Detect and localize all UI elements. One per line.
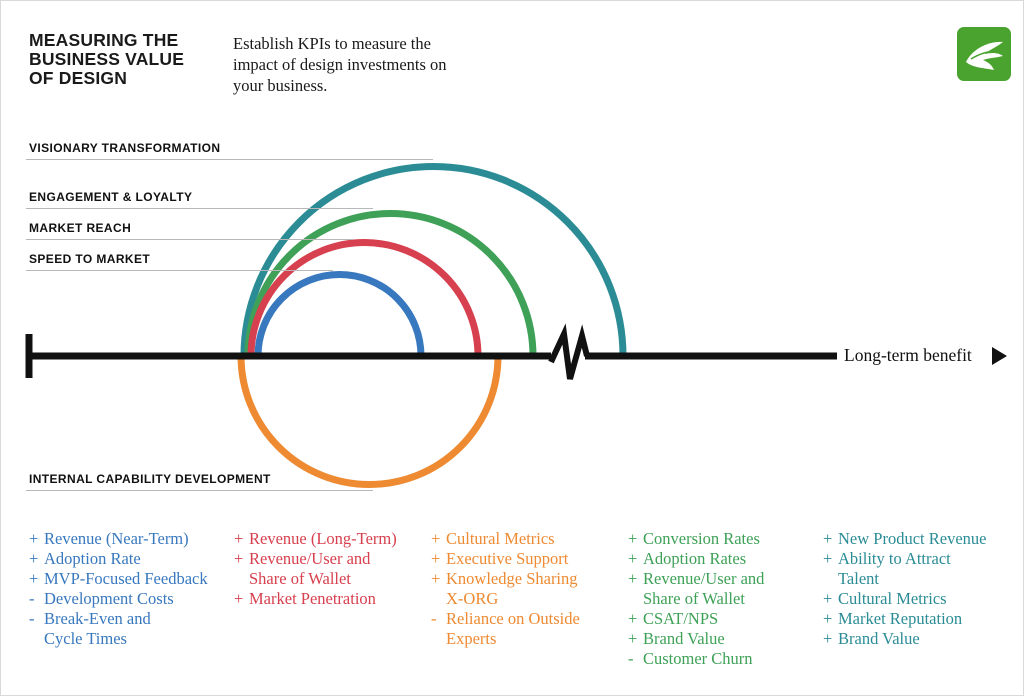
frog-logo-icon [957,27,1011,81]
kpi-text: Market Penetration [249,589,376,608]
kpi-text: Cultural Metrics [446,529,555,548]
kpi-column-engagement-loyalty: + Conversion Rates + Adoption Rates + Re… [628,529,818,669]
arc-internal-capability [237,355,502,488]
kpi-sign: + [29,569,39,588]
kpi-item: + Revenue/User and Share of Wallet [628,569,818,609]
kpi-text: CSAT/NPS [643,609,719,628]
page-title-line: BUSINESS VALUE [29,49,185,69]
kpi-text: Customer Churn [643,649,753,668]
kpi-text: Adoption Rates [643,549,747,568]
kpi-sign: - [431,609,437,628]
kpi-column-speed-to-market: + Revenue (Near-Term) + Adoption Rate + … [29,529,227,649]
kpi-item: + Knowledge Sharing X-ORG [431,569,617,609]
kpi-item: + Brand Value [628,629,818,649]
kpi-item: + Market Reputation [823,609,1013,629]
kpi-item: - Reliance on Outside Experts [431,609,617,649]
kpi-item: + Adoption Rate [29,549,227,569]
kpi-sign: - [628,649,634,668]
kpi-item: + CSAT/NPS [628,609,818,629]
kpi-text: Cultural Metrics [838,589,947,608]
kpi-sign: + [823,609,833,628]
kpi-sign: + [234,549,244,568]
kpi-text: MVP-Focused Feedback [44,569,208,588]
kpi-sign: + [823,549,833,568]
kpi-item: - Customer Churn [628,649,818,669]
page-subtitle: Establish KPIs to measure the impact of … [233,34,447,95]
frog-logo [957,27,1011,81]
kpi-sign: - [29,609,35,628]
arc-label-visionary-transformation: VISIONARY TRANSFORMATION [26,141,433,160]
page-title: MEASURING THE BUSINESS VALUE OF DESIGN [29,31,184,88]
kpi-text: Ability to Attract Talent [838,549,951,588]
kpi-item: + Cultural Metrics [823,589,1013,609]
kpi-text: Break-Even and Cycle Times [44,609,151,648]
kpi-sign: + [628,529,638,548]
kpi-item: + Revenue (Near-Term) [29,529,227,549]
kpi-sign: + [823,529,833,548]
kpi-sign: + [628,609,638,628]
arc-market-reach [247,239,482,357]
kpi-sign: + [823,629,833,648]
kpi-sign: + [234,589,244,608]
kpi-column-market-reach: + Revenue (Long-Term) + Revenue/User and… [234,529,430,609]
kpi-text: Brand Value [838,629,920,648]
kpi-text: Adoption Rate [44,549,141,568]
kpi-column-visionary-transformation: + New Product Revenue + Ability to Attra… [823,529,1013,649]
kpi-item: + MVP-Focused Feedback [29,569,227,589]
kpi-text: Brand Value [643,629,725,648]
kpi-item: + Conversion Rates [628,529,818,549]
kpi-sign: + [823,589,833,608]
kpi-item: + Revenue (Long-Term) [234,529,430,549]
kpi-text: Revenue (Long-Term) [249,529,397,548]
kpi-item: + New Product Revenue [823,529,1013,549]
page-title-line: OF DESIGN [29,68,128,88]
kpi-sign: - [29,589,35,608]
kpi-item: + Ability to Attract Talent [823,549,1013,589]
kpi-column-internal-capability: + Cultural Metrics + Executive Support +… [431,529,617,649]
kpi-text: Revenue/User and Share of Wallet [643,569,765,608]
arc-label-internal-capability: INTERNAL CAPABILITY DEVELOPMENT [26,472,373,491]
kpi-text: Knowledge Sharing X-ORG [446,569,578,608]
kpi-item: + Adoption Rates [628,549,818,569]
kpi-item: + Market Penetration [234,589,430,609]
kpi-text: New Product Revenue [838,529,987,548]
kpi-item: + Cultural Metrics [431,529,617,549]
arc-engagement-loyalty [244,210,537,357]
arc-visionary-transformation [240,163,627,357]
kpi-sign: + [431,529,441,548]
arc-label-market-reach: MARKET REACH [26,221,353,240]
kpi-text: Revenue (Near-Term) [44,529,189,548]
axis-break-icon [548,323,590,380]
arc-label-engagement-loyalty: ENGAGEMENT & LOYALTY [26,190,373,209]
axis-label: Long-term benefit [844,345,972,365]
page-title-line: MEASURING THE [29,30,179,50]
kpi-item: - Break-Even and Cycle Times [29,609,227,649]
kpi-sign: + [29,549,39,568]
kpi-text: Conversion Rates [643,529,760,548]
kpi-sign: + [628,569,638,588]
kpi-sign: + [431,569,441,588]
kpi-text: Executive Support [446,549,569,568]
kpi-sign: + [628,549,638,568]
kpi-item: + Revenue/User and Share of Wallet [234,549,430,589]
kpi-text: Revenue/User and Share of Wallet [249,549,371,588]
kpi-text: Market Reputation [838,609,963,628]
arc-speed-to-market [254,271,425,357]
kpi-sign: + [234,529,244,548]
kpi-item: + Brand Value [823,629,1013,649]
kpi-item: + Executive Support [431,549,617,569]
kpi-text: Development Costs [44,589,174,608]
kpi-item: - Development Costs [29,589,227,609]
axis-arrow-icon [992,347,1007,365]
arc-label-speed-to-market: SPEED TO MARKET [26,252,333,271]
kpi-text: Reliance on Outside Experts [446,609,580,648]
kpi-sign: + [628,629,638,648]
kpi-sign: + [431,549,441,568]
kpi-sign: + [29,529,39,548]
